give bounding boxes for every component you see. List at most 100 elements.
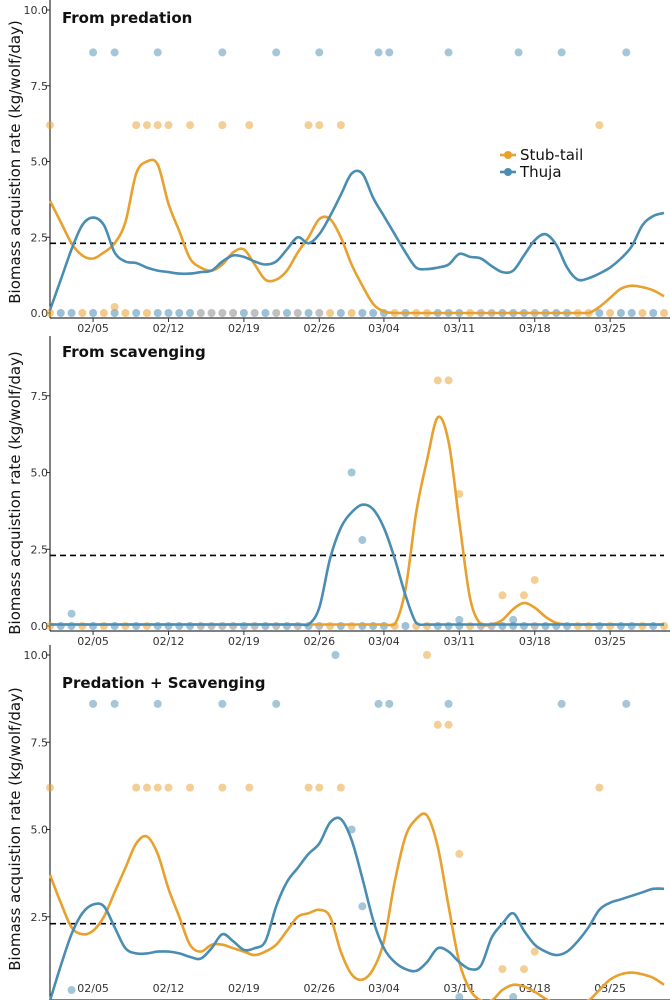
x-tick-label: 02/26 bbox=[303, 982, 335, 995]
x-tick-label: 02/12 bbox=[153, 982, 185, 995]
data-point bbox=[304, 121, 313, 130]
y-axis-label: Biomass acquistion rate (kg/wolf/day) bbox=[6, 687, 24, 971]
data-point bbox=[423, 651, 432, 659]
data-point bbox=[498, 591, 507, 600]
y-tick-label: 2.5 bbox=[31, 911, 49, 924]
data-point bbox=[218, 121, 227, 130]
series-line-stub-tail bbox=[48, 812, 665, 1000]
x-tick-label: 02/05 bbox=[77, 982, 109, 995]
panel-3: 0.0 2.5 5.0 7.5 10.0 02/05 02/12 02/19 02/26 03/0… bbox=[24, 645, 670, 1000]
baseline-point bbox=[595, 309, 604, 317]
data-point bbox=[336, 783, 345, 792]
y-axis-label: Biomass acquistion rate (kg/wolf/day) bbox=[6, 20, 24, 304]
y-tick-label: 2.5 bbox=[31, 543, 49, 556]
x-tick-label: 02/26 bbox=[303, 322, 335, 335]
series-line-stub-tail bbox=[48, 158, 665, 315]
baseline-point bbox=[250, 309, 259, 317]
baseline-point bbox=[196, 309, 205, 317]
data-point bbox=[336, 121, 345, 130]
baseline-point bbox=[616, 309, 625, 317]
data-point bbox=[153, 783, 162, 792]
data-point bbox=[110, 699, 119, 708]
data-point bbox=[272, 699, 281, 708]
data-point bbox=[153, 121, 162, 130]
data-point bbox=[444, 48, 453, 57]
x-tick-label: 02/19 bbox=[228, 982, 260, 995]
baseline-point bbox=[164, 309, 173, 317]
data-point bbox=[315, 121, 324, 130]
baseline-point bbox=[358, 309, 367, 317]
y-tick-label: 2.5 bbox=[31, 231, 49, 244]
data-point bbox=[358, 536, 367, 545]
y-tick-label: 0.0 bbox=[31, 998, 49, 1000]
baseline-point bbox=[218, 309, 227, 317]
data-point bbox=[304, 783, 313, 792]
baseline-point bbox=[229, 309, 238, 317]
x-tick-label: 03/18 bbox=[519, 635, 551, 648]
data-point bbox=[595, 783, 604, 792]
baseline-point bbox=[46, 309, 54, 317]
panel-title: From scavenging bbox=[62, 343, 206, 361]
legend-key-point bbox=[504, 151, 512, 159]
y-tick-label: 0.0 bbox=[31, 307, 49, 320]
baseline-point bbox=[78, 309, 87, 317]
data-point bbox=[315, 48, 324, 57]
baseline-point bbox=[272, 309, 281, 317]
data-point bbox=[153, 48, 162, 57]
x-tick-label: 03/11 bbox=[443, 322, 475, 335]
legend-entry: Stub-tail bbox=[520, 146, 583, 164]
data-point bbox=[132, 121, 141, 130]
y-tick-label: 5.0 bbox=[31, 824, 49, 837]
baseline-point bbox=[649, 309, 658, 317]
x-tick-label: 02/05 bbox=[77, 635, 109, 648]
data-point bbox=[67, 986, 76, 995]
x-tick-label: 03/04 bbox=[368, 322, 400, 335]
panel-title: Predation + Scavenging bbox=[62, 674, 265, 692]
y-axis-label: Biomass acquistion rate (kg/wolf/day) bbox=[6, 351, 24, 635]
data-point bbox=[46, 783, 54, 792]
y-tick-label: 7.5 bbox=[31, 736, 49, 749]
baseline-point bbox=[239, 309, 248, 317]
data-point bbox=[509, 993, 518, 1000]
data-point bbox=[67, 609, 76, 618]
data-point bbox=[218, 699, 227, 708]
data-point bbox=[444, 720, 453, 729]
data-point bbox=[245, 783, 254, 792]
x-tick-label: 03/18 bbox=[519, 322, 551, 335]
baseline-point bbox=[153, 309, 162, 317]
x-tick-label: 03/04 bbox=[368, 635, 400, 648]
data-point bbox=[455, 993, 464, 1000]
x-tick-label: 03/25 bbox=[594, 635, 626, 648]
baseline-point bbox=[261, 309, 270, 317]
data-point bbox=[186, 783, 195, 792]
baseline-point bbox=[142, 309, 151, 317]
x-tick-label: 03/11 bbox=[443, 635, 475, 648]
data-point bbox=[218, 48, 227, 57]
data-point bbox=[622, 48, 631, 57]
data-point bbox=[331, 651, 340, 659]
data-point bbox=[186, 121, 195, 130]
panel-2: 0.0 2.5 5.0 7.5 02/05 02/12 02/19 02/26 03/04 03/… bbox=[31, 336, 670, 648]
data-point bbox=[315, 783, 324, 792]
data-point bbox=[245, 121, 254, 130]
data-point bbox=[498, 965, 507, 974]
series-line-thuja bbox=[48, 169, 665, 311]
data-point bbox=[455, 849, 464, 858]
baseline-point bbox=[401, 622, 410, 630]
data-point bbox=[110, 48, 119, 57]
series-line-stub-tail bbox=[50, 415, 664, 627]
data-point bbox=[347, 468, 356, 477]
y-tick-label: 0.0 bbox=[31, 620, 49, 633]
data-point bbox=[455, 615, 464, 624]
data-point bbox=[89, 48, 98, 57]
y-tick-label: 10.0 bbox=[24, 4, 49, 17]
data-point bbox=[385, 48, 394, 57]
y-tick-label: 10.0 bbox=[24, 649, 49, 662]
data-point bbox=[218, 783, 227, 792]
data-point bbox=[164, 783, 173, 792]
baseline-point bbox=[315, 309, 324, 317]
data-point bbox=[272, 48, 281, 57]
data-point bbox=[595, 121, 604, 130]
y-tick-label: 7.5 bbox=[31, 390, 49, 403]
